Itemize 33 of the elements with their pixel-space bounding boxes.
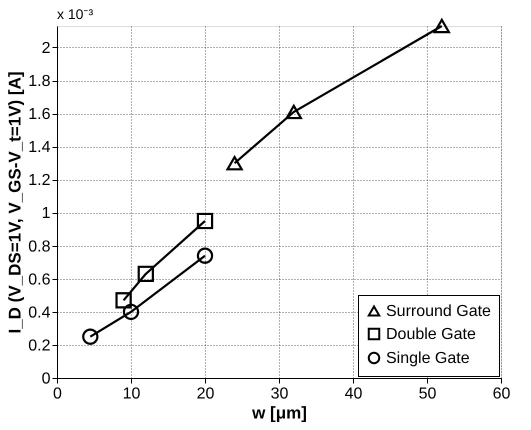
y-tick-label: 1 <box>42 205 51 222</box>
point <box>196 212 214 230</box>
y-tick-label: 1.4 <box>28 139 51 156</box>
y-axis-title: I_D (V_DS=1V, V_GS-V_t=1V) [A] <box>5 71 24 334</box>
legend-label: Single Gate <box>386 350 470 367</box>
y-tick-label: 1.6 <box>28 106 51 124</box>
point <box>226 156 243 170</box>
x-tick-label: 10 <box>122 386 140 402</box>
y-tick-label: 0 <box>42 370 51 388</box>
y-tick-label: 2 <box>42 40 51 57</box>
x-tick-label: 60 <box>492 386 510 402</box>
y-tick-label: 1.2 <box>28 172 51 190</box>
point <box>286 104 302 120</box>
text: x 10⁻³ <box>57 6 94 22</box>
x-tick-label: 20 <box>196 386 214 402</box>
x-tick-label: 50 <box>418 386 436 402</box>
y-tick-label: 1.8 <box>28 73 51 90</box>
point <box>82 328 98 345</box>
point <box>115 292 132 308</box>
y-tick-label: 0.2 <box>28 337 51 354</box>
x-axis-title: w [μm] <box>251 404 307 422</box>
point <box>122 304 140 320</box>
legend-label: Surround Gate <box>386 303 492 320</box>
legend-label: Double Gate <box>386 326 476 343</box>
point <box>138 266 154 282</box>
y-tick-label: 0.8 <box>28 238 51 256</box>
x-tick-label: 0 <box>53 386 62 402</box>
x-tick-label: 40 <box>344 386 362 402</box>
point <box>196 248 214 264</box>
y-tick-label: 0.6 <box>28 271 51 288</box>
x-tick-label: 30 <box>270 386 288 402</box>
y-tick-label: 0.4 <box>28 304 51 322</box>
point <box>434 18 450 34</box>
